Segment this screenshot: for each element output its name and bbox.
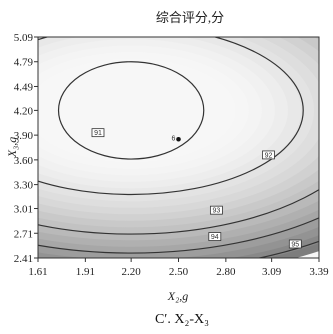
y-tick-label: 3.90: [14, 130, 34, 142]
y-tick-label: 3.01: [14, 204, 33, 216]
x-axis-title: X₂,g: [167, 289, 189, 303]
y-tick-label: 2.71: [14, 228, 33, 240]
contour-line-93: [38, 188, 319, 235]
y-tick-label: 3.30: [14, 180, 34, 192]
svg-text:95: 95: [291, 241, 299, 248]
x-tick-label: 1.61: [28, 266, 47, 278]
contour-label-92: 92: [262, 150, 275, 159]
contour-labels: 91 92 93 94 95: [91, 128, 302, 248]
y-axis-ticks: 5.09 4.79 4.49 4.20 3.90 3.60 3.30 3.01 2.71 2.41: [14, 32, 38, 265]
shade-band: [118, 103, 145, 117]
y-tick-label: 4.79: [14, 57, 34, 69]
design-point-marker: [176, 136, 181, 142]
y-tick-label: 4.20: [14, 105, 34, 117]
contour-label-94: 94: [208, 232, 222, 241]
x-tick-label: 2.50: [169, 266, 189, 278]
contour-label-91: 91: [91, 128, 105, 137]
svg-text:93: 93: [212, 208, 220, 215]
figure-caption: C′. X₂-X₃: [155, 312, 209, 327]
contour-line-94: [38, 217, 319, 254]
x-tick-label: 3.09: [262, 266, 282, 278]
svg-text:91: 91: [94, 130, 102, 137]
x-tick-label: 3.39: [309, 266, 329, 278]
contour-layer: [38, 37, 319, 258]
contour-line-92: [38, 37, 304, 196]
svg-text:92: 92: [265, 152, 273, 159]
chart-title: 综合评分,分: [156, 10, 224, 25]
x-tick-label: 2.20: [122, 266, 142, 278]
y-tick-label: 5.09: [14, 32, 34, 44]
y-tick-label: 3.60: [14, 155, 34, 167]
design-points: 6: [172, 135, 181, 142]
contour-label-95: 95: [288, 239, 302, 248]
svg-text:94: 94: [211, 234, 219, 241]
y-tick-label: 4.49: [14, 81, 34, 93]
design-point-label: 6: [172, 135, 176, 142]
y-axis-title: X₃,g: [5, 137, 19, 159]
y-tick-label: 2.41: [14, 253, 33, 265]
x-tick-label: 2.80: [216, 266, 236, 278]
x-tick-label: 1.91: [76, 266, 95, 278]
shading-layer: [38, 37, 319, 258]
contour-label-93: 93: [209, 205, 223, 215]
x-axis-ticks: 1.61 1.91 2.20 2.50 2.80 3.09 3.39: [28, 258, 329, 278]
contour-line-91: [57, 61, 205, 160]
